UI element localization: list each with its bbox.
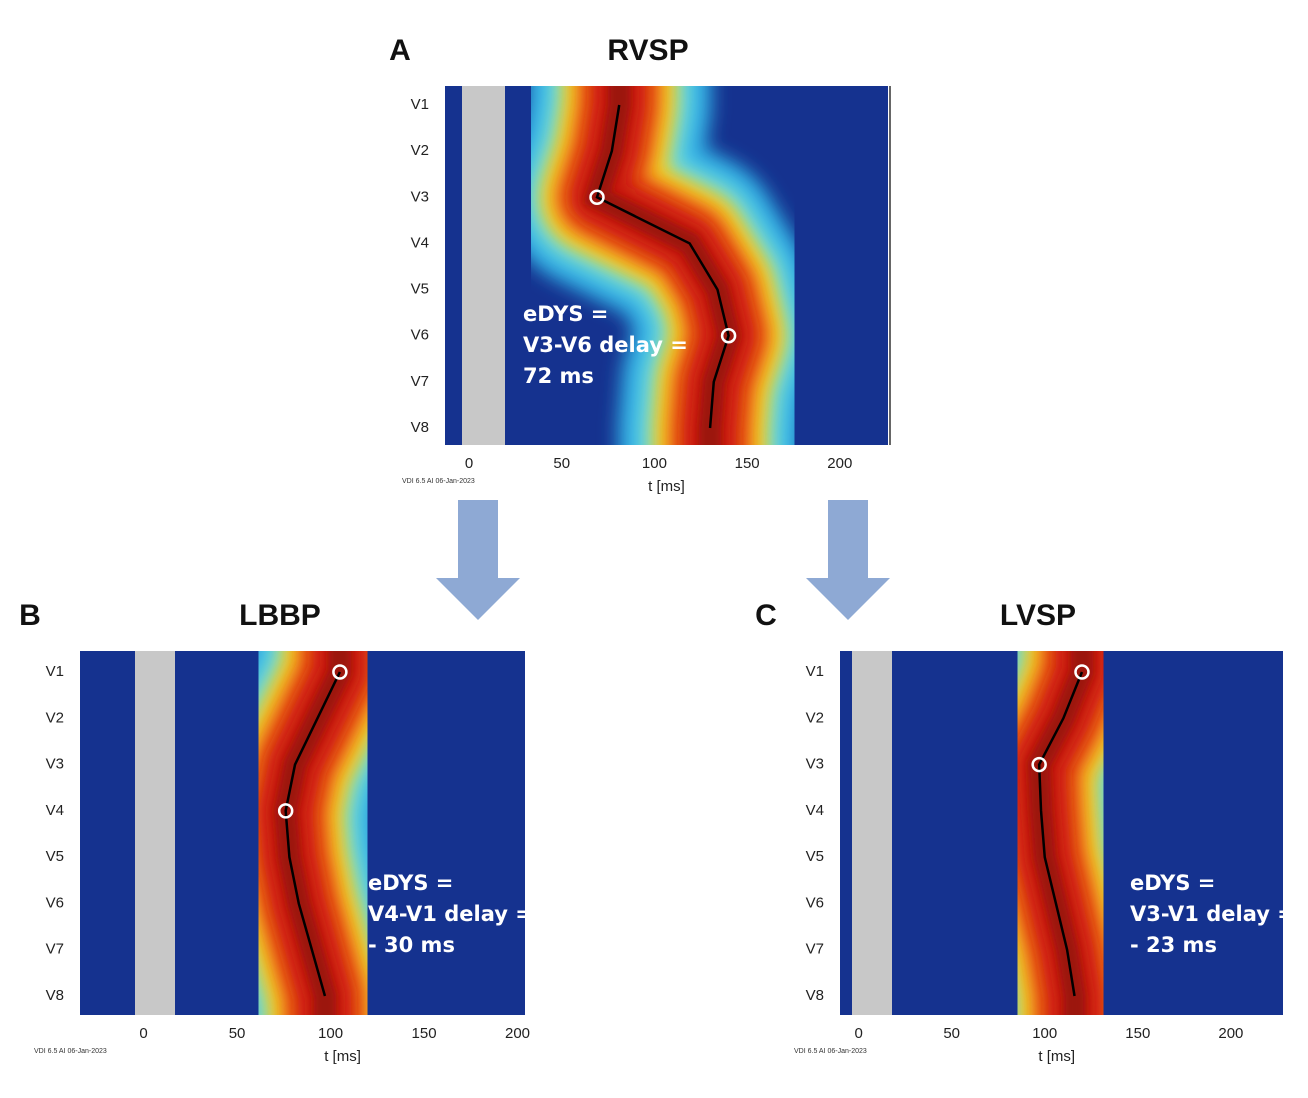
y-tick-label: V6 — [411, 327, 429, 344]
x-axis-label: t [ms] — [1038, 1048, 1075, 1065]
activation-line — [284, 671, 342, 997]
y-tick-label: V3 — [46, 756, 64, 773]
gray-bar — [462, 86, 505, 445]
y-tick-label: V8 — [411, 419, 429, 436]
marker — [589, 189, 605, 206]
panel-letter: B — [19, 599, 41, 632]
x-tick-label: 0 — [465, 455, 473, 472]
x-tick-label: 0 — [139, 1025, 147, 1042]
footer: VDI 6.5 AI 06-Jan-2023 — [794, 1048, 867, 1055]
y-tick-label: V1 — [46, 663, 64, 680]
x-tick-label: 100 — [642, 455, 667, 472]
y-tick-label: V5 — [806, 848, 824, 865]
y-tick-label: V6 — [806, 894, 824, 911]
x-tick-label: 50 — [553, 455, 570, 472]
marker — [720, 327, 737, 344]
annotation: eDYS = — [523, 302, 608, 326]
heatmap — [80, 651, 525, 1015]
heatmap — [840, 651, 1283, 1015]
x-tick-label: 200 — [505, 1025, 530, 1042]
y-tick-label: V5 — [46, 848, 64, 865]
panel-title: LBBP — [239, 599, 321, 632]
y-tick-label: V3 — [806, 756, 824, 773]
annotation: eDYS = — [1130, 871, 1215, 895]
marker — [332, 664, 348, 680]
y-tick-label: V4 — [411, 234, 429, 251]
y-tick-label: V1 — [806, 663, 824, 680]
arrow — [806, 500, 890, 620]
y-tick-label: V7 — [46, 941, 64, 958]
activation-line — [595, 104, 730, 429]
activation-line — [1037, 671, 1084, 997]
y-tick-label: V8 — [46, 987, 64, 1004]
marker — [1074, 664, 1090, 680]
annotation: V3-V6 delay = — [523, 333, 688, 357]
x-tick-label: 50 — [229, 1025, 246, 1042]
y-tick-label: V2 — [411, 142, 429, 159]
heatmap — [445, 86, 888, 445]
x-axis-label: t [ms] — [648, 478, 685, 495]
x-tick-label: 100 — [318, 1025, 343, 1042]
footer: VDI 6.5 AI 06-Jan-2023 — [34, 1048, 107, 1055]
y-tick-label: V8 — [806, 987, 824, 1004]
panel-letter: A — [389, 34, 411, 67]
y-tick-label: V1 — [411, 96, 429, 113]
x-tick-label: 50 — [943, 1025, 960, 1042]
gray-bar — [852, 651, 892, 1015]
x-tick-label: 200 — [827, 455, 852, 472]
y-tick-label: V7 — [411, 373, 429, 390]
y-tick-label: V3 — [411, 188, 429, 205]
annotation: - 30 ms — [368, 933, 455, 957]
x-tick-label: 200 — [1218, 1025, 1243, 1042]
annotation: 72 ms — [523, 364, 594, 388]
panel-letter: C — [755, 599, 777, 632]
annotation: V3-V1 delay = — [1130, 902, 1295, 926]
y-tick-label: V7 — [806, 941, 824, 958]
panel-title: LVSP — [1000, 599, 1076, 632]
x-axis-label: t [ms] — [324, 1048, 361, 1065]
arrow — [436, 500, 520, 620]
annotation: V4-V1 delay = — [368, 902, 533, 926]
annotation: - 23 ms — [1130, 933, 1217, 957]
marker — [1031, 756, 1047, 773]
x-tick-label: 150 — [412, 1025, 437, 1042]
y-tick-label: V2 — [46, 709, 64, 726]
y-tick-label: V2 — [806, 709, 824, 726]
y-tick-label: V5 — [411, 281, 429, 298]
gray-bar — [135, 651, 175, 1015]
annotation: eDYS = — [368, 871, 453, 895]
footer: VDI 6.5 AI 06-Jan-2023 — [402, 478, 475, 485]
y-tick-label: V4 — [46, 802, 64, 819]
x-tick-label: 150 — [1125, 1025, 1150, 1042]
marker — [277, 803, 294, 819]
x-tick-label: 150 — [735, 455, 760, 472]
y-tick-label: V6 — [46, 894, 64, 911]
y-tick-label: V4 — [806, 802, 824, 819]
x-tick-label: 0 — [854, 1025, 862, 1042]
x-tick-label: 100 — [1032, 1025, 1057, 1042]
panel-title: RVSP — [607, 34, 688, 67]
